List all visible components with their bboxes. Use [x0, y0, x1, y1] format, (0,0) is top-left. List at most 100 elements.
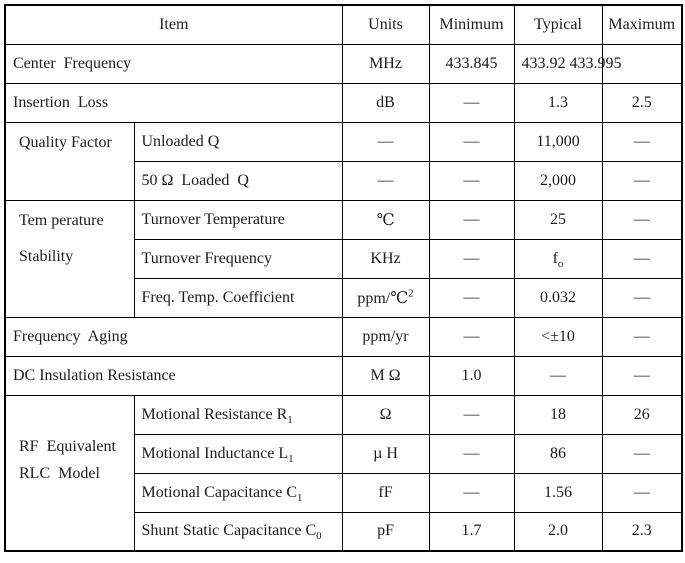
min-cell: 1.0	[428, 355, 515, 396]
group-cell-quality-factor: Quality Factor	[4, 121, 135, 201]
item-cell: Center Frequency	[4, 43, 343, 84]
item-cell: Motional Inductance L1	[133, 433, 343, 474]
item-cell: Motional Resistance R1	[133, 394, 343, 435]
item-cell: Insertion Loss	[4, 82, 343, 123]
units-cell: ppm/℃2	[341, 277, 430, 318]
group-line: Stability	[19, 247, 74, 265]
group-cell-rf-equivalent-rlc-model: RF Equivalent RLC Model	[4, 394, 135, 552]
item-text: Motional Inductance L	[141, 444, 289, 462]
typ-subscript: o	[557, 257, 564, 270]
row-motional-resistance: RF Equivalent RLC Model Motional Resistan…	[4, 394, 683, 552]
row-unloaded-q: Quality Factor Unloaded Q — — 11,000 —	[4, 121, 683, 201]
max-cell: —	[601, 316, 683, 357]
units-cell: pF	[341, 511, 430, 552]
units-cell: —	[341, 160, 430, 201]
typ-cell: 1.3	[513, 82, 603, 123]
units-cell: Ω	[341, 394, 430, 435]
row-turnover-temperature: Tem perature Stability Turnover Temperatu…	[4, 199, 683, 318]
item-cell: DC Insulation Resistance	[4, 355, 343, 396]
max-cell: —	[601, 238, 683, 279]
min-cell: —	[428, 394, 515, 435]
units-cell: KHz	[341, 238, 430, 279]
typ-cell: fo	[513, 238, 603, 279]
min-cell: —	[428, 160, 515, 201]
units-superscript: 2	[408, 287, 414, 300]
item-subscript: 0	[316, 530, 322, 543]
min-cell: —	[428, 316, 515, 357]
typ-cell: —	[513, 355, 603, 396]
item-text: Motional Resistance R	[141, 405, 288, 423]
units-cell: M Ω	[341, 355, 430, 396]
max-cell: —	[601, 433, 683, 474]
typ-cell: 0.032	[513, 277, 603, 318]
min-cell: —	[428, 199, 515, 240]
group-line: RLC Model	[19, 464, 100, 482]
header-minimum: Minimum	[428, 4, 515, 45]
row-shunt-static-capacitance: Shunt Static Capacitance C0 pF 1.7 2.0 2…	[5, 511, 683, 552]
units-cell: µ H	[341, 433, 430, 474]
header-row: Item Units Minimum Typical Maximum	[4, 4, 683, 45]
min-cell: —	[428, 472, 515, 513]
max-cell: —	[601, 121, 683, 162]
item-subscript: 1	[297, 491, 303, 504]
min-cell: 433.845	[428, 43, 515, 84]
group-line: RF Equivalent	[19, 437, 116, 455]
item-cell: Motional Capacitance C1	[133, 472, 343, 513]
header-item: Item	[4, 4, 343, 45]
typ-cell: 11,000	[513, 121, 603, 162]
units-cell: fF	[341, 472, 430, 513]
typ-cell: 2.0	[513, 511, 603, 552]
max-cell: —	[601, 472, 683, 513]
item-cell: Freq. Temp. Coefficient	[133, 277, 343, 318]
spec-table: Item Units Minimum Typical Maximum Cente…	[4, 4, 684, 552]
header-units: Units	[341, 4, 430, 45]
min-cell: —	[428, 238, 515, 279]
typ-overflow-text: 433.92 433.995	[521, 54, 622, 72]
typ-cell: 1.56	[513, 472, 603, 513]
typ-cell: <±10	[513, 316, 603, 357]
item-cell: Turnover Temperature	[133, 199, 343, 240]
item-cell: 50 Ω Loaded Q	[133, 160, 343, 201]
item-cell: Frequency Aging	[4, 316, 343, 357]
max-cell: —	[601, 355, 683, 396]
group-line: Tem perature	[19, 211, 104, 229]
typ-cell: 18	[513, 394, 603, 435]
max-cell: 2.3	[601, 511, 683, 552]
max-cell: 2.5	[601, 82, 683, 123]
typ-text: f	[552, 249, 558, 267]
item-cell: Shunt Static Capacitance C0	[133, 511, 343, 552]
item-text: Shunt Static Capacitance C	[141, 522, 317, 540]
header-typical: Typical	[513, 4, 603, 45]
units-cell: —	[341, 121, 430, 162]
units-text: ppm/℃	[357, 289, 409, 307]
max-cell: —	[601, 277, 683, 318]
max-cell: 26	[601, 394, 683, 435]
min-cell: —	[428, 82, 515, 123]
max-cell: —	[601, 199, 683, 240]
item-subscript: 1	[288, 452, 294, 465]
row-center-frequency: Center Frequency MHz 433.845 433.92 433.…	[4, 43, 683, 84]
header-maximum: Maximum	[601, 4, 683, 45]
group-cell-temperature-stability: Tem perature Stability	[4, 199, 135, 318]
item-cell: Unloaded Q	[133, 121, 343, 162]
typ-cell: 86	[513, 433, 603, 474]
units-cell: MHz	[341, 43, 430, 84]
row-motional-inductance: Motional Inductance L1 µ H — 86 —	[5, 433, 683, 474]
item-subscript: 1	[287, 413, 293, 426]
item-text: Motional Capacitance C	[141, 483, 298, 501]
typ-cell: 25	[513, 199, 603, 240]
units-cell: ppm/yr	[341, 316, 430, 357]
row-turnover-frequency: Turnover Frequency KHz — fo —	[5, 238, 683, 279]
min-cell: —	[428, 121, 515, 162]
max-cell: —	[601, 160, 683, 201]
row-dc-insulation-resistance: DC Insulation Resistance M Ω 1.0 — —	[4, 355, 683, 396]
row-insertion-loss: Insertion Loss dB — 1.3 2.5	[4, 82, 683, 123]
min-cell: 1.7	[428, 511, 515, 552]
typ-cell: 433.92 433.995	[513, 43, 622, 84]
row-frequency-aging: Frequency Aging ppm/yr — <±10 —	[4, 316, 683, 357]
min-cell: —	[428, 277, 515, 318]
min-cell: —	[428, 433, 515, 474]
units-cell: dB	[341, 82, 430, 123]
typ-cell: 2,000	[513, 160, 603, 201]
units-cell: ℃	[341, 199, 430, 240]
